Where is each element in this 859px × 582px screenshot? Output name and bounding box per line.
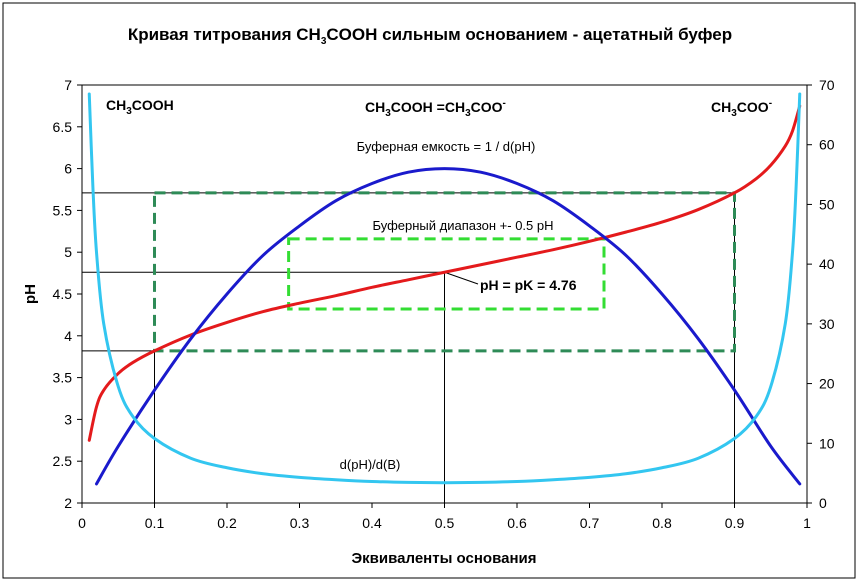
x-axis: 0 0.1 0.2 0.3 0.4 0.5 0.6 0.7 0.8 0.9 1: [78, 503, 811, 531]
derivative-line: [87, 92, 802, 485]
x-tick-label: 0.6: [507, 515, 527, 531]
buffer-range-outer-box: [153, 191, 736, 353]
buffer-range-inner-box: [287, 237, 606, 311]
y-tick-label: 2.5: [53, 453, 73, 469]
y-tick-label: 7: [64, 77, 72, 93]
pk-leader-line: [444, 271, 479, 285]
y2-tick-label: 20: [819, 376, 835, 392]
y-tick-label: 4: [64, 328, 72, 344]
x-tick-label: 0.9: [725, 515, 745, 531]
y-tick-label: 3: [64, 411, 72, 427]
x-tick-label: 0.7: [580, 515, 600, 531]
y-tick-label: 4.5: [53, 286, 73, 302]
annotation-center-species: CH3COOH =CH3COO-: [365, 98, 506, 119]
y2-tick-label: 60: [819, 137, 835, 153]
y2-tick-label: 70: [819, 77, 835, 93]
y2-tick-label: 10: [819, 435, 835, 451]
x-tick-label: 0.2: [217, 515, 237, 531]
annotation-pk-label: pH = pK = 4.76: [480, 277, 577, 293]
series-layer: [87, 92, 802, 486]
x-tick-label: 0.4: [362, 515, 382, 531]
annotation-derivative-label: d(pH)/d(B): [340, 457, 401, 472]
x-axis-label: Эквиваленты основания: [352, 550, 537, 567]
x-tick-label: 0: [78, 515, 86, 531]
y-axis-right: 0 10 20 30 40 50 60 70: [807, 77, 835, 511]
y2-tick-label: 40: [819, 256, 835, 272]
y-axis-label: pH: [22, 284, 39, 304]
x-tick-label: 0.1: [145, 515, 165, 531]
y2-tick-label: 30: [819, 316, 835, 332]
annotation-right-species: CH3COO-: [711, 98, 772, 119]
y-axis-left: 2 2.5 3 3.5 4 4.5 5 5.5 6 6.5 7: [53, 77, 82, 511]
titration-curve-line: [87, 104, 802, 442]
buffer-boxes: [153, 191, 736, 353]
y-tick-label: 6.5: [53, 119, 73, 135]
y2-tick-label: 0: [819, 495, 827, 511]
y-tick-label: 2: [64, 495, 72, 511]
x-tick-label: 0.3: [290, 515, 310, 531]
x-tick-label: 0.8: [652, 515, 672, 531]
chart-title: Кривая титрования CH3COOH сильным основа…: [128, 25, 732, 47]
y-tick-label: 5: [64, 244, 72, 260]
annotation-left-species: CH3COOH: [106, 97, 174, 117]
buffer-capacity-line: [95, 167, 802, 486]
y-tick-label: 3.5: [53, 370, 73, 386]
x-tick-label: 0.5: [435, 515, 455, 531]
y2-tick-label: 50: [819, 196, 835, 212]
annotation-buffer-capacity: Буферная емкость = 1 / d(pH): [357, 139, 536, 154]
y-tick-label: 6: [64, 161, 72, 177]
y-tick-label: 5.5: [53, 202, 73, 218]
annotation-buffer-range: Буферный диапазон +- 0.5 pH: [372, 218, 553, 233]
x-tick-label: 1: [803, 515, 811, 531]
